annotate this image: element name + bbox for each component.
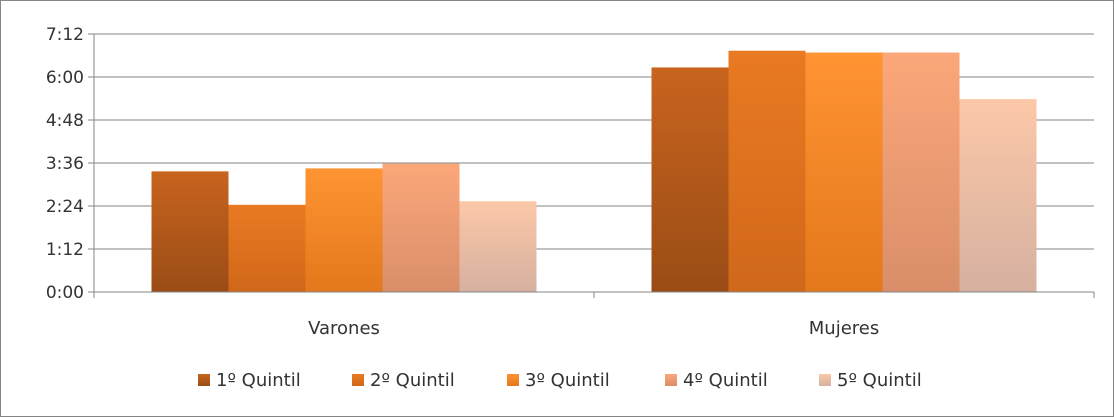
legend: 1º Quintil 2º Quintil 3º Quintil 4º Quintil… [198, 370, 922, 391]
bar-varones-q2 [228, 204, 306, 292]
y-tick-label: 4:48 [46, 111, 84, 131]
category-label: Mujeres [809, 318, 879, 339]
y-tick-label: 7:12 [46, 25, 84, 45]
category-labels: Varones Mujeres [308, 318, 879, 339]
bar-varones-q4 [382, 163, 460, 292]
legend-swatch [198, 374, 210, 386]
bar-varones-q5 [459, 201, 537, 292]
bar-mujeres-q1 [651, 67, 729, 292]
legend-label: 5º Quintil [837, 370, 922, 391]
bar-mujeres-q5 [959, 99, 1037, 292]
legend-swatch [665, 374, 677, 386]
legend-swatch [819, 374, 831, 386]
bar-varones-q1 [151, 171, 229, 292]
y-tick-labels: 0:00 1:12 2:24 3:36 4:48 6:00 7:12 [46, 25, 84, 303]
bars [151, 50, 1037, 293]
legend-swatch [507, 374, 519, 386]
y-tick-label: 2:24 [46, 197, 84, 217]
bar-mujeres-q3 [805, 52, 883, 293]
axes [88, 33, 1095, 298]
bar-varones-q3 [305, 168, 383, 292]
legend-swatch [352, 374, 364, 386]
category-label: Varones [308, 318, 380, 339]
bar-mujeres-q2 [728, 50, 806, 292]
y-tick-label: 6:00 [46, 68, 84, 88]
bar-mujeres-q4 [882, 52, 960, 293]
y-tick-label: 3:36 [46, 154, 84, 174]
y-tick-label: 1:12 [46, 240, 84, 260]
legend-label: 2º Quintil [370, 370, 455, 391]
legend-label: 1º Quintil [216, 370, 301, 391]
y-tick-label: 0:00 [46, 283, 84, 303]
legend-label: 3º Quintil [525, 370, 610, 391]
legend-label: 4º Quintil [683, 370, 768, 391]
